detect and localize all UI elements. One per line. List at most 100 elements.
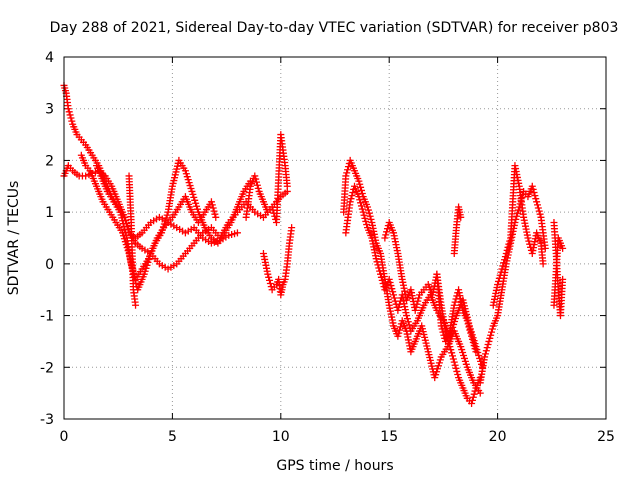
data-point: [209, 204, 217, 212]
data-point: [288, 224, 296, 232]
data-point: [415, 294, 423, 302]
data-point: [466, 326, 474, 334]
data-point: [453, 367, 461, 375]
data-point: [529, 185, 537, 193]
data-point: [488, 325, 496, 333]
data-point: [530, 188, 538, 196]
data-point: [68, 117, 76, 125]
series-track-m: [476, 182, 549, 387]
data-point: [524, 234, 532, 242]
data-point: [356, 180, 364, 188]
data-point: [362, 217, 370, 225]
data-point: [486, 334, 494, 342]
data-points: [60, 81, 567, 407]
data-point: [411, 306, 419, 314]
data-point: [395, 303, 403, 311]
data-point: [531, 192, 539, 200]
y-tick-label: -1: [40, 309, 54, 325]
data-point: [251, 172, 259, 180]
series-track-n: [489, 162, 547, 309]
data-point: [449, 355, 457, 363]
data-point: [533, 201, 541, 209]
data-point: [412, 303, 420, 311]
data-point: [514, 206, 522, 214]
data-point: [266, 276, 274, 284]
x-tick-label: 10: [272, 429, 290, 445]
y-tick-label: 0: [45, 257, 54, 273]
data-point: [488, 328, 496, 336]
data-point: [559, 275, 567, 283]
data-point: [132, 301, 140, 309]
data-point: [442, 327, 450, 335]
data-point: [559, 244, 567, 252]
data-point: [534, 204, 542, 212]
data-point: [375, 264, 383, 272]
data-point: [389, 288, 397, 296]
data-point: [348, 192, 356, 200]
data-point: [497, 268, 505, 276]
data-point: [396, 326, 404, 334]
series-track-p: [550, 234, 567, 309]
x-tick-label: 25: [597, 429, 615, 445]
data-point: [405, 321, 413, 329]
data-point: [253, 181, 261, 189]
data-point: [65, 108, 73, 116]
data-point: [265, 273, 273, 281]
data-point: [494, 281, 502, 289]
y-tick-label: 1: [45, 205, 54, 221]
data-point: [377, 270, 385, 278]
data-point: [501, 256, 509, 264]
data-point: [500, 259, 508, 267]
data-point: [212, 213, 220, 221]
data-point: [387, 282, 395, 290]
data-point: [499, 262, 507, 270]
data-point: [468, 332, 476, 340]
chart-title: Day 288 of 2021, Sidereal Day-to-day VTE…: [50, 20, 619, 36]
data-point: [450, 358, 458, 366]
data-point: [506, 237, 514, 245]
data-point: [386, 278, 394, 286]
data-point: [364, 206, 372, 214]
data-point: [413, 300, 421, 308]
data-point: [532, 195, 540, 203]
data-point: [364, 203, 372, 211]
data-point: [367, 215, 375, 223]
data-point: [360, 211, 368, 219]
series-track-l: [450, 203, 465, 258]
data-point: [469, 338, 477, 346]
data-point: [82, 172, 90, 180]
data-point: [450, 301, 458, 309]
data-point: [501, 253, 509, 261]
data-point: [446, 343, 454, 351]
data-point: [451, 361, 459, 369]
data-point: [372, 255, 380, 263]
data-point: [467, 329, 475, 337]
y-tick-label: -3: [40, 412, 54, 428]
data-point: [207, 198, 215, 206]
data-point: [357, 183, 365, 191]
data-point: [447, 346, 455, 354]
data-point: [485, 337, 493, 345]
data-point: [253, 178, 261, 186]
data-point: [254, 184, 262, 192]
data-point: [464, 320, 472, 328]
data-point: [342, 172, 350, 180]
data-point: [67, 114, 75, 122]
y-tick-label: 4: [45, 50, 54, 66]
data-point: [536, 210, 544, 218]
data-point: [359, 208, 367, 216]
data-point: [454, 371, 462, 379]
data-point: [233, 229, 241, 237]
data-point: [210, 207, 218, 215]
data-point: [344, 166, 352, 174]
data-point: [539, 260, 547, 268]
data-point: [525, 237, 533, 245]
data-point: [505, 240, 513, 248]
data-point: [483, 344, 491, 352]
data-point: [208, 201, 216, 209]
data-point: [283, 182, 291, 190]
data-point: [347, 195, 355, 203]
data-point: [264, 270, 272, 278]
data-point: [471, 387, 479, 395]
x-tick-label: 5: [168, 429, 177, 445]
